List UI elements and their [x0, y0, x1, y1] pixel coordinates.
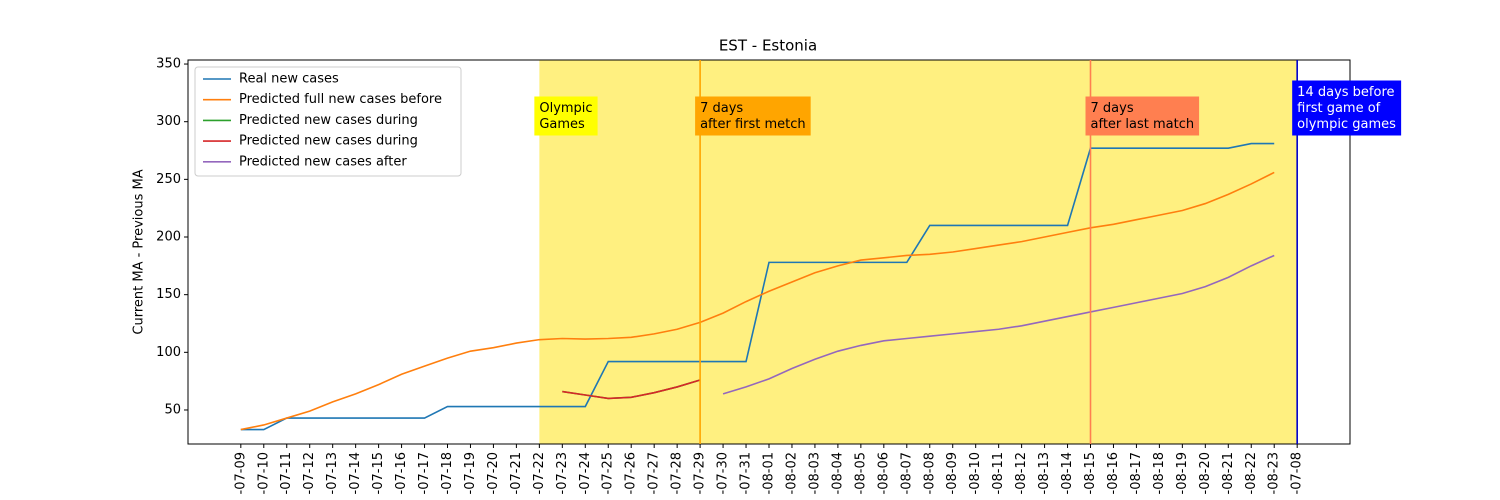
legend-box — [194, 66, 462, 177]
y-axis-label: Current MA - Previous MA — [132, 169, 147, 334]
annotation: 14 days before first game of olympic games — [1292, 80, 1402, 136]
x-tick-label: -08-16 — [1106, 452, 1121, 494]
annotation-box — [1085, 96, 1200, 136]
x-tick-label: -08-01 — [762, 452, 777, 494]
x-tick-label: -08-07 — [899, 452, 914, 494]
y-tick-label: 300 — [156, 114, 181, 129]
y-tick-label: 100 — [156, 345, 181, 360]
x-tick-label: -07-13 — [325, 452, 340, 494]
x-tick-label: -07-27 — [647, 452, 662, 494]
legend-label: Predicted new cases during — [239, 134, 418, 149]
chart-title: EST - Estonia — [719, 37, 817, 55]
series-line — [240, 171, 1275, 431]
x-tick-label: -08-08 — [922, 452, 937, 494]
x-tick-label: -07-10 — [256, 452, 271, 494]
x-tick-label: -08-17 — [1129, 452, 1144, 494]
x-tick-label: -07-24 — [578, 452, 593, 494]
y-tick-label: 350 — [156, 57, 181, 72]
x-tick-label: -07-20 — [486, 452, 501, 494]
x-tick-label: -08-03 — [807, 452, 822, 494]
x-tick-label: -08-11 — [991, 452, 1006, 494]
annotation: Olympic Games — [534, 96, 598, 136]
x-tick-label: -08-02 — [784, 452, 799, 494]
annotation-line: 7 days — [1091, 101, 1134, 116]
x-tick-label: -08-13 — [1037, 452, 1052, 494]
x-tick-label: -07-14 — [348, 452, 363, 494]
annotation: 7 days after first metch — [695, 96, 811, 136]
x-tick-label: -07-16 — [394, 452, 409, 494]
x-tick-label: -07-29 — [693, 452, 708, 494]
annotation-box — [534, 96, 598, 136]
x-tick-label: -07-18 — [440, 452, 455, 494]
annotation-line: first game of — [1297, 101, 1381, 116]
y-tick-label: 200 — [156, 230, 181, 245]
x-tick-label: -07-21 — [509, 452, 524, 494]
y-tick-label: 150 — [156, 287, 181, 302]
annotation-text: Olympic Games — [539, 101, 592, 132]
annotation-line: Olympic — [539, 101, 592, 116]
annotation-text: 7 days after last match — [1091, 101, 1195, 132]
annotation-text: 7 days after first metch — [700, 101, 806, 132]
x-tick-label: -07-17 — [417, 452, 432, 494]
x-tick-label: -08-05 — [853, 452, 868, 494]
annotation-line: after first metch — [700, 117, 806, 132]
x-tick-label: -08-18 — [1152, 452, 1167, 494]
series-line — [562, 379, 701, 400]
x-tick-label: -08-04 — [830, 452, 845, 494]
x-tick-label: -08-20 — [1198, 452, 1213, 494]
x-tick-label: -08-15 — [1083, 452, 1098, 494]
x-tick-label: -08-21 — [1221, 452, 1236, 494]
x-tick-label: -07-26 — [624, 452, 639, 494]
annotation-line: Games — [539, 117, 585, 132]
y-tick-label: 250 — [156, 172, 181, 187]
legend-label: Predicted new cases after — [239, 154, 407, 169]
x-tick-label: -08-09 — [945, 452, 960, 494]
x-tick-label: -07-25 — [601, 452, 616, 494]
x-tick-label: -08-12 — [1014, 452, 1029, 494]
x-tick-label: -07-30 — [716, 452, 731, 494]
x-tick-label: -07-15 — [371, 452, 386, 494]
x-tick-label: -07-28 — [670, 452, 685, 494]
legend-label: Predicted new cases during — [239, 113, 418, 128]
legend-label: Real new cases — [239, 72, 339, 87]
annotation-text: 14 days before first game of olympic games — [1297, 85, 1396, 132]
x-tick-label: -08-06 — [876, 452, 891, 494]
x-tick-label: -07-23 — [555, 452, 570, 494]
x-tick-label: -08-14 — [1060, 452, 1075, 494]
x-tick-label: -07-12 — [302, 452, 317, 494]
annotation-box — [1292, 80, 1402, 136]
annotation-line: 14 days before — [1297, 85, 1394, 100]
annotation-line: 7 days — [700, 101, 743, 116]
x-tick-label: -07-19 — [463, 452, 478, 494]
x-tick-label: -08-23 — [1267, 452, 1282, 494]
x-tick-label: -07-09 — [233, 452, 248, 494]
annotation: 7 days after last match — [1085, 96, 1200, 136]
x-tick-label: -07-11 — [279, 452, 294, 494]
x-tick-label: -07-08 — [1290, 452, 1305, 494]
y-tick-label: 50 — [164, 402, 181, 417]
annotation-box — [695, 96, 811, 136]
series-line — [722, 254, 1275, 395]
legend-label: Predicted full new cases before — [239, 92, 442, 107]
x-tick-label: -07-31 — [739, 452, 754, 494]
series-line — [240, 142, 1275, 431]
x-tick-label: -07-22 — [532, 452, 547, 494]
annotation-line: olympic games — [1297, 117, 1396, 132]
x-tick-label: -08-10 — [968, 452, 983, 494]
x-tick-label: -08-19 — [1175, 452, 1190, 494]
x-tick-label: -08-22 — [1244, 452, 1259, 494]
annotation-line: after last match — [1091, 117, 1195, 132]
